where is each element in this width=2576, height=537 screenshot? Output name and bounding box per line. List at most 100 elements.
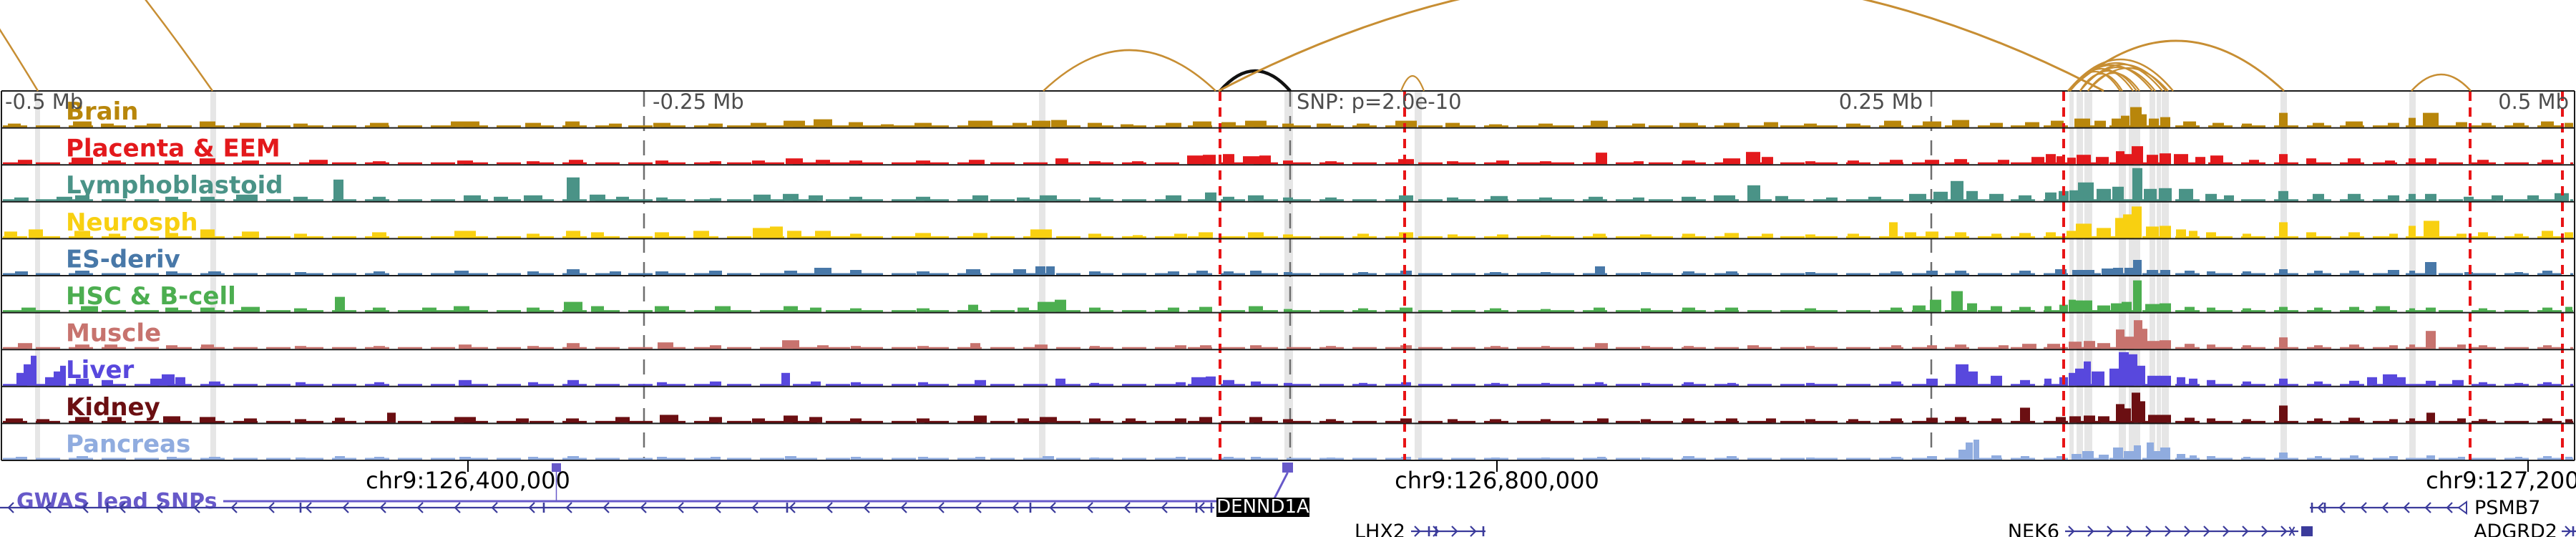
signal-peak xyxy=(1089,418,1101,423)
signal-peak xyxy=(2121,115,2129,127)
signal-peak xyxy=(1846,123,1860,127)
coordinate-label: chr9:127,200,000 xyxy=(2426,467,2576,494)
signal-peak xyxy=(1597,457,1606,460)
signal-peak xyxy=(1991,418,2001,423)
signal-peak xyxy=(1200,345,1211,349)
track-label: Liver xyxy=(66,356,135,384)
strand-chevron xyxy=(751,502,758,513)
signal-peak xyxy=(2210,155,2223,165)
signal-peak xyxy=(2279,269,2288,275)
signal-peak xyxy=(60,365,66,386)
signal-peak xyxy=(494,196,508,201)
signal-peak xyxy=(1243,156,1262,165)
signal-peak xyxy=(2132,206,2142,238)
signal-peak xyxy=(784,120,805,127)
signal-peak xyxy=(2115,218,2125,238)
signal-peak xyxy=(2426,307,2436,312)
signal-peak xyxy=(2113,268,2123,275)
signal-peak xyxy=(2075,300,2092,312)
signal-peak xyxy=(2112,186,2124,201)
signal-peak xyxy=(2279,378,2288,386)
signal-peak xyxy=(2409,226,2416,238)
signal-peak xyxy=(2183,121,2196,127)
signal-peak xyxy=(591,306,604,312)
secondary-snp-marker xyxy=(552,463,561,472)
signal-peak xyxy=(2019,306,2031,312)
signal-peak xyxy=(881,124,894,127)
signal-peak xyxy=(2279,112,2288,127)
signal-peak xyxy=(1358,308,1368,312)
lead-snp-marker xyxy=(1282,463,1293,473)
signal-peak xyxy=(200,307,215,312)
signal-peak xyxy=(2025,122,2039,127)
strand-chevron xyxy=(2165,526,2172,537)
signal-peak xyxy=(2189,231,2197,238)
signal-peak xyxy=(975,457,985,460)
gene-dennd1a: DENND1A xyxy=(0,496,1309,518)
signal-peak xyxy=(2116,329,2124,349)
signal-peak xyxy=(236,194,258,201)
signal-peak xyxy=(2314,307,2323,312)
signal-peak xyxy=(2478,232,2488,238)
signal-peak xyxy=(294,308,307,312)
signal-peak xyxy=(1251,381,1261,386)
signal-peak xyxy=(1284,272,1292,275)
strand-chevron xyxy=(193,502,200,513)
signal-peak xyxy=(244,418,257,423)
signal-peak xyxy=(2147,155,2158,165)
signal-peak xyxy=(2350,455,2358,460)
signal-peak xyxy=(1764,122,1778,127)
signal-peak xyxy=(454,417,476,423)
strand-chevron xyxy=(900,502,907,513)
signal-peak xyxy=(849,196,862,201)
signal-peak xyxy=(1682,160,1695,165)
signal-peak xyxy=(2122,301,2132,312)
signal-peak xyxy=(2346,121,2363,127)
signal-peak xyxy=(2123,214,2132,238)
signal-peak xyxy=(2383,374,2397,386)
strand-chevron xyxy=(565,502,572,513)
scale-label: -0.5 Mb xyxy=(5,90,83,114)
signal-peak xyxy=(786,158,803,165)
signal-peak xyxy=(916,160,930,165)
signal-peak xyxy=(209,381,220,386)
signal-peak xyxy=(1088,122,1102,127)
signal-peak xyxy=(370,122,389,127)
signal-peak xyxy=(2426,412,2435,423)
signal-peak xyxy=(1259,155,1271,165)
signal-peak xyxy=(454,231,476,238)
signal-peak xyxy=(1747,185,1760,201)
signal-peak xyxy=(2515,457,2522,460)
signal-peak xyxy=(1890,418,1902,423)
signal-peak xyxy=(1848,419,1858,423)
track-label: HSC & B-cell xyxy=(66,282,236,311)
signal-peak xyxy=(1040,195,1057,201)
signal-peak xyxy=(1597,418,1609,423)
signal-peak xyxy=(29,229,43,238)
scale-label: SNP: p=2.0e-10 xyxy=(1297,90,1462,114)
signal-peak xyxy=(569,160,583,165)
signal-peak xyxy=(616,196,629,201)
signal-peak xyxy=(1221,122,1236,127)
signal-peak xyxy=(2243,233,2251,238)
signal-peak xyxy=(1091,382,1099,386)
signal-peak xyxy=(2189,378,2197,386)
signal-peak xyxy=(335,417,345,423)
signal-peak xyxy=(107,417,122,423)
signal-peak xyxy=(2452,379,2464,386)
signal-peak xyxy=(374,271,385,275)
signal-peak xyxy=(2206,232,2216,238)
signal-peak xyxy=(104,344,117,349)
signal-peak xyxy=(459,379,472,386)
signal-peak xyxy=(1640,234,1652,238)
signal-peak xyxy=(2078,182,2094,201)
signal-peak xyxy=(2195,157,2205,165)
signal-peak xyxy=(15,271,28,275)
strand-chevron xyxy=(1451,526,1458,537)
signal-peak xyxy=(2482,122,2492,127)
signal-peak xyxy=(2059,190,2069,201)
signal-peak xyxy=(1848,233,1859,238)
signal-peak xyxy=(2177,454,2185,460)
signal-peak xyxy=(972,195,988,201)
signal-peak xyxy=(373,196,386,201)
